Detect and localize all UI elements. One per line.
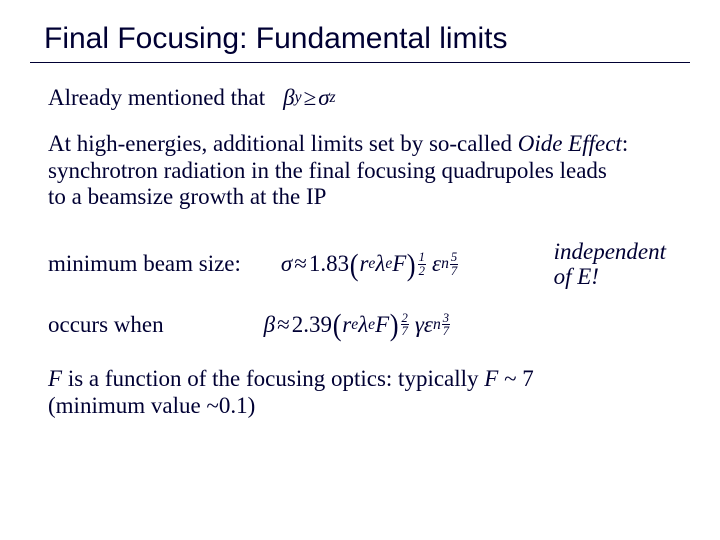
eps: ε xyxy=(432,251,441,277)
exp-57-d: 7 xyxy=(450,265,458,278)
exp-27-d: 7 xyxy=(401,325,409,338)
exp-37-n: 3 xyxy=(442,312,450,326)
exp-27: 2 7 xyxy=(401,312,409,338)
sub-z: z xyxy=(330,89,336,107)
op-ge: ≥ xyxy=(302,85,319,111)
lambda: λ xyxy=(375,251,385,277)
para-already: Already mentioned that β y ≥ σ z xyxy=(48,85,672,111)
lambda2: λ xyxy=(358,312,368,338)
note-independent: independent of E! xyxy=(554,239,672,290)
exp-half-d: 2 xyxy=(418,265,426,278)
F: F xyxy=(392,251,406,277)
para-already-text: Already mentioned that xyxy=(48,85,265,111)
F-sym2: F xyxy=(484,366,498,391)
body: Already mentioned that β y ≥ σ z At high… xyxy=(48,85,672,419)
label-min-beam: minimum beam size: xyxy=(48,251,241,277)
exp-half-n: 1 xyxy=(418,251,426,265)
para-F: F is a function of the focusing optics: … xyxy=(48,366,672,419)
sigma-coef: 1.83 xyxy=(309,251,349,277)
beta-coef: 2.39 xyxy=(292,312,332,338)
formula-beta-ge-sigma: β y ≥ σ z xyxy=(283,85,335,111)
eps2-n: n xyxy=(433,316,441,334)
beta-lhs: β xyxy=(264,312,275,338)
sub-y: y xyxy=(295,89,302,107)
para-oide: At high-energies, additional limits set … xyxy=(48,131,672,210)
beta-paren: ( re λe F ) xyxy=(332,309,400,340)
row-min-beam: minimum beam size: σ ≈ 1.83 ( re λe F ) … xyxy=(48,239,672,290)
rparen2-icon: ) xyxy=(390,309,399,340)
label-occurs: occurs when xyxy=(48,312,164,338)
exp-27-n: 2 xyxy=(401,312,409,326)
sym-sigma: σ xyxy=(318,85,329,111)
re-r: r xyxy=(359,251,368,277)
lparen2-icon: ( xyxy=(333,309,342,340)
lparen-icon: ( xyxy=(350,249,359,280)
oide-line1a: At high-energies, additional limits set … xyxy=(48,131,518,156)
formula-beta: β ≈ 2.39 ( re λe F ) 2 7 γ εn 3 xyxy=(264,309,451,340)
exp-37: 3 7 xyxy=(442,312,450,338)
row-occurs: occurs when β ≈ 2.39 ( re λe F ) 2 7 γ xyxy=(48,309,672,340)
oide-term: Oide Effect xyxy=(518,131,622,156)
note-l2: of E! xyxy=(554,264,599,289)
page-title: Final Focusing: Fundamental limits xyxy=(44,22,672,56)
oide-line2: synchrotron radiation in the final focus… xyxy=(48,158,607,183)
rparen-icon: ) xyxy=(407,249,416,280)
gamma: γ xyxy=(415,312,424,338)
exp-37-d: 7 xyxy=(442,325,450,338)
note-l1: independent xyxy=(554,239,666,264)
eps2: ε xyxy=(424,312,433,338)
oide-colon: : xyxy=(622,131,628,156)
F-txt1: is a function of the focusing optics: ty… xyxy=(62,366,484,391)
exp-half: 1 2 xyxy=(418,251,426,277)
sigma-approx: ≈ xyxy=(292,251,309,277)
sigma-lhs: σ xyxy=(281,251,292,277)
F2: F xyxy=(375,312,389,338)
F-txt2: ~ 7 xyxy=(498,366,533,391)
sigma-paren: ( re λe F ) xyxy=(349,249,417,280)
slide: Final Focusing: Fundamental limits Alrea… xyxy=(0,0,720,540)
F-txt3: (minimum value ~0.1) xyxy=(48,393,255,418)
oide-line3: to a beamsize growth at the IP xyxy=(48,184,326,209)
re2-r: r xyxy=(342,312,351,338)
sym-beta: β xyxy=(283,85,294,111)
title-rule xyxy=(30,62,690,63)
exp-57: 5 7 xyxy=(450,251,458,277)
eps-n: n xyxy=(441,255,449,273)
exp-57-n: 5 xyxy=(450,251,458,265)
beta-approx: ≈ xyxy=(275,312,292,338)
F-sym1: F xyxy=(48,366,62,391)
formula-sigma: σ ≈ 1.83 ( re λe F ) 1 2 εn 5 7 xyxy=(281,249,458,280)
